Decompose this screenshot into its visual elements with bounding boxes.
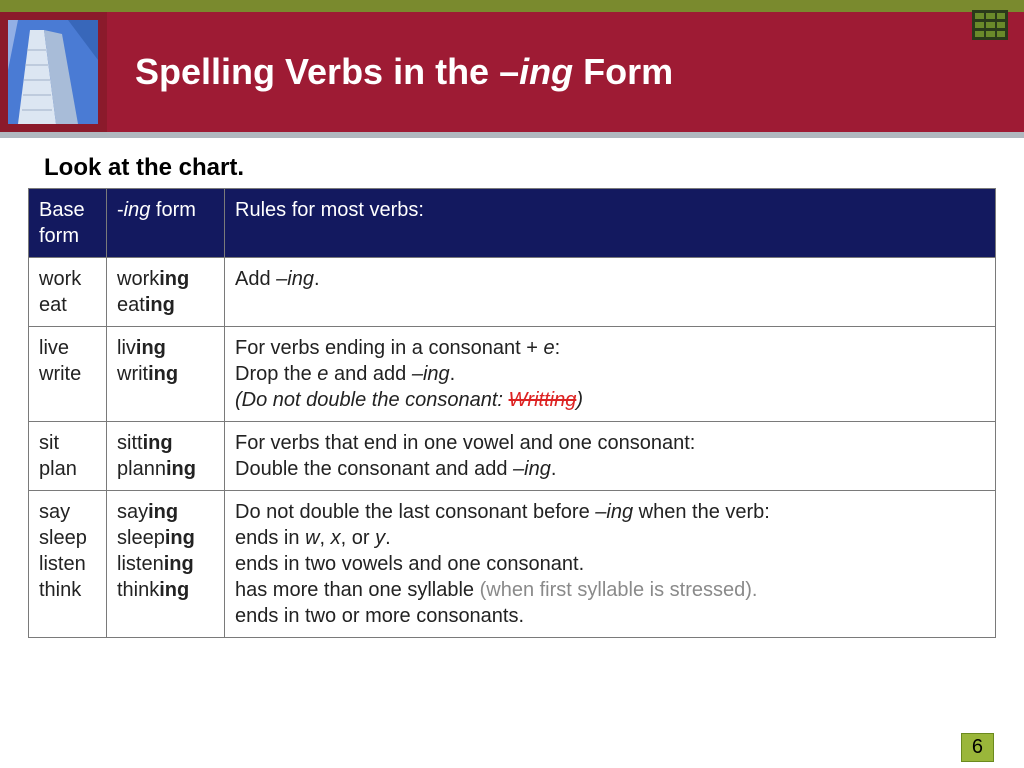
title-italic: ing (519, 51, 573, 92)
header-title-area: Spelling Verbs in the –ing Form (107, 12, 1024, 132)
header-image-container (0, 12, 107, 132)
title-text-post: Form (573, 51, 673, 92)
th-rules: Rules for most verbs: (225, 189, 996, 258)
cell-base-form: livewrite (29, 327, 107, 422)
table-row: sitplansittingplanningFor verbs that end… (29, 422, 996, 491)
th-ing: -ing form (107, 189, 225, 258)
table-row: workeatworkingeatingAdd –ing. (29, 258, 996, 327)
content-area: Look at the chart. Base form -ing form R… (0, 146, 1024, 638)
table-header: Base form -ing form Rules for most verbs… (29, 189, 996, 258)
cell-base-form: workeat (29, 258, 107, 327)
cell-ing-form: workingeating (107, 258, 225, 327)
slide-title: Spelling Verbs in the –ing Form (135, 51, 673, 93)
cell-rule: For verbs that end in one vowel and one … (225, 422, 996, 491)
slide-header: Spelling Verbs in the –ing Form (0, 12, 1024, 132)
table-body: workeatworkingeatingAdd –ing.livewriteli… (29, 258, 996, 638)
cell-ing-form: sayingsleepinglisteningthinking (107, 491, 225, 638)
page-number: 6 (961, 733, 994, 762)
spacer (0, 138, 1024, 146)
subtitle: Look at the chart. (44, 154, 996, 182)
table-row: livewritelivingwritingFor verbs ending i… (29, 327, 996, 422)
th-ing-pre: - (117, 199, 124, 221)
building-icon (8, 20, 98, 124)
cell-ing-form: livingwriting (107, 327, 225, 422)
th-ing-ital: ing (124, 199, 151, 221)
cell-rule: Add –ing. (225, 258, 996, 327)
top-accent-stripe (0, 0, 1024, 12)
table-row: saysleeplistenthinksayingsleepinglisteni… (29, 491, 996, 638)
cell-rule: Do not double the last consonant before … (225, 491, 996, 638)
th-base: Base form (29, 189, 107, 258)
title-text-pre: Spelling Verbs in the (135, 51, 499, 92)
cell-base-form: saysleeplistenthink (29, 491, 107, 638)
spelling-rules-table: Base form -ing form Rules for most verbs… (28, 188, 996, 638)
cell-rule: For verbs ending in a consonant + e:Drop… (225, 327, 996, 422)
th-ing-post: form (150, 199, 196, 221)
cell-ing-form: sittingplanning (107, 422, 225, 491)
grid-icon (972, 10, 1008, 40)
title-dash: – (499, 51, 519, 92)
cell-base-form: sitplan (29, 422, 107, 491)
